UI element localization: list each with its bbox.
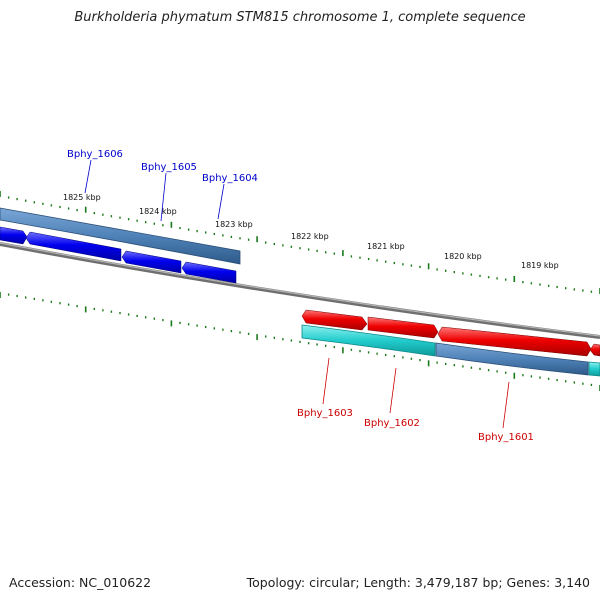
tick-label-1820: 1820 kbp [444,252,482,261]
cds-band-forward-3 [588,361,600,377]
backbone-highlight [0,242,600,337]
gene-arrow-bphy-1605 [121,250,182,274]
leader-line-bphy-1603 [322,357,330,405]
gene-label-bphy-1606: Bphy_1606 [67,149,123,160]
gene-arrow-bphy-1604 [181,261,237,284]
tick-track-top [0,191,600,294]
gene-arrow-bphy-1606 [25,231,122,262]
gene-label-bphy-1601: Bphy_1601 [478,432,534,443]
gene-label-bphy-1602: Bphy_1602 [364,418,420,429]
leader-line-bphy-1606 [84,159,92,194]
map-title: Burkholderia phymatum STM815 chromosome … [74,10,526,25]
tick-label-1822: 1822 kbp [291,232,329,241]
leader-line-bphy-1605 [160,172,167,222]
gene-arrow-bphy-1602 [367,316,439,339]
tick-label-1825: 1825 kbp [63,193,101,202]
tick-label-1823: 1823 kbp [215,220,253,229]
cds-band-forward-1 [301,324,436,357]
tick-label-1819: 1819 kbp [521,261,559,270]
backbone-circle [0,242,600,339]
tick-label-1821: 1821 kbp [367,242,405,251]
gene-arrow-bphy-1606-partial [0,226,28,245]
gene-arrow-bphy-1601 [437,326,592,357]
gene-label-bphy-1605: Bphy_1605 [141,162,197,173]
topology-summary: Topology: circular; Length: 3,479,187 bp… [246,575,590,590]
gene-arrow-bphy-1603 [301,309,368,331]
tick-label-1824: 1824 kbp [139,207,177,216]
leader-line-bphy-1601 [502,381,510,429]
cds-band-forward-2 [435,342,589,376]
cds-band-reverse [0,207,241,265]
gene-label-bphy-1603: Bphy_1603 [297,408,353,419]
accession-text: Accession: NC_010622 [9,575,152,590]
leader-line-bphy-1604 [217,183,225,220]
leader-line-bphy-1602 [389,367,397,414]
gene-label-bphy-1604: Bphy_1604 [202,173,258,184]
tick-track-bottom [0,292,600,391]
gene-arrow-next-partial [589,343,600,357]
